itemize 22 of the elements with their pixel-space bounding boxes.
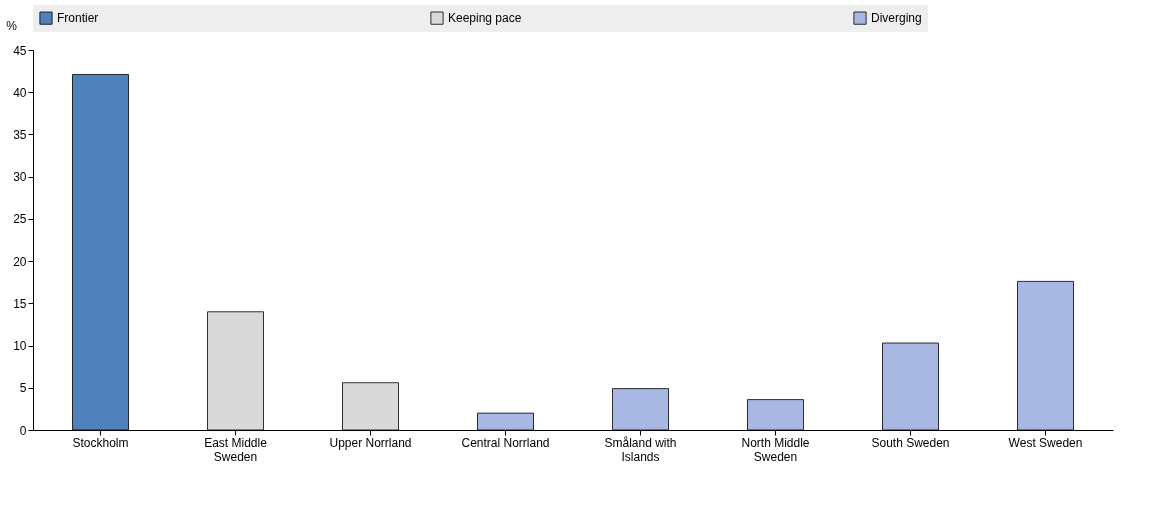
y-axis-title: % xyxy=(6,18,18,33)
y-tick-label: 25 xyxy=(13,212,27,227)
x-tick-label: West Sweden xyxy=(1008,435,1083,450)
legend-label: Frontier xyxy=(57,11,99,26)
x-tick-label: Upper Norrland xyxy=(329,435,412,450)
legend-label: Keeping pace xyxy=(448,11,522,26)
y-tick-label: 0 xyxy=(19,423,27,438)
x-tick-label: South Sweden xyxy=(871,435,950,450)
x-tick-label: North Middle Sweden xyxy=(741,435,810,464)
x-tick-label: Central Norrland xyxy=(461,435,550,450)
x-tick-label: Stockholm xyxy=(72,435,129,450)
y-tick-label: 30 xyxy=(13,170,27,185)
y-tick-label: 40 xyxy=(13,85,27,100)
x-tick-label: Småland with Islands xyxy=(604,435,677,464)
y-tick-label: 5 xyxy=(19,381,27,396)
y-tick-label: 20 xyxy=(13,254,27,269)
y-tick-label: 15 xyxy=(13,296,27,311)
y-tick-label: 45 xyxy=(13,43,27,58)
y-tick-label: 35 xyxy=(13,127,27,142)
y-tick-label: 10 xyxy=(13,339,27,354)
x-tick-label: East Middle Sweden xyxy=(204,435,268,464)
legend-label: Diverging xyxy=(871,11,922,26)
